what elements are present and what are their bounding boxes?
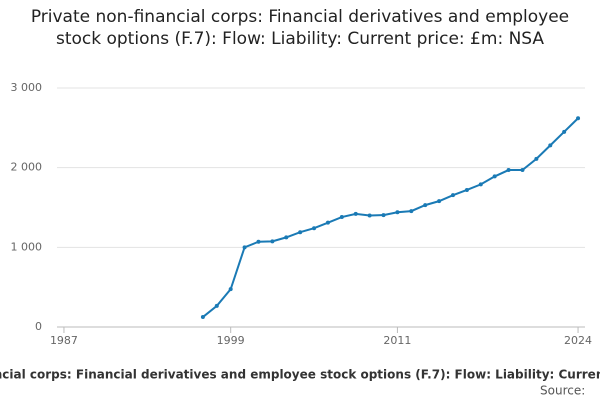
y-tick-label: 0 xyxy=(35,320,42,333)
point xyxy=(395,210,400,215)
chart-title: Private non-financial corps: Financial d… xyxy=(30,7,570,49)
series-line xyxy=(202,117,579,318)
source: Source: xyxy=(540,384,585,398)
point xyxy=(451,193,455,198)
point xyxy=(562,129,567,134)
point xyxy=(367,213,372,218)
point xyxy=(409,209,414,214)
y-tick-label: 3 000 xyxy=(11,81,43,94)
point xyxy=(312,226,317,231)
point xyxy=(200,315,205,320)
point xyxy=(381,213,386,218)
point xyxy=(339,215,344,220)
x-tick-label: 2024 xyxy=(564,334,592,347)
point xyxy=(270,239,275,244)
point xyxy=(520,168,525,173)
y-tick-label: 1 000 xyxy=(11,240,43,253)
point xyxy=(576,116,581,121)
point xyxy=(548,143,553,148)
point xyxy=(534,156,539,161)
y-tick-label: 2 000 xyxy=(11,161,43,174)
point xyxy=(464,187,469,192)
point xyxy=(214,303,219,308)
footer-title: Private non-financial corps: Financial d… xyxy=(0,368,600,382)
point xyxy=(353,211,358,216)
x-tick-label: 2011 xyxy=(383,334,411,347)
point xyxy=(256,239,261,244)
point xyxy=(423,203,428,208)
point xyxy=(228,287,233,292)
point xyxy=(298,230,303,235)
point xyxy=(506,168,511,173)
x-tick-label: 1987 xyxy=(50,334,78,347)
point xyxy=(478,182,483,187)
point xyxy=(325,220,330,225)
point xyxy=(492,174,497,179)
x-tick-label: 1999 xyxy=(217,334,245,347)
point xyxy=(284,235,289,240)
point xyxy=(437,199,442,204)
point xyxy=(242,245,247,250)
